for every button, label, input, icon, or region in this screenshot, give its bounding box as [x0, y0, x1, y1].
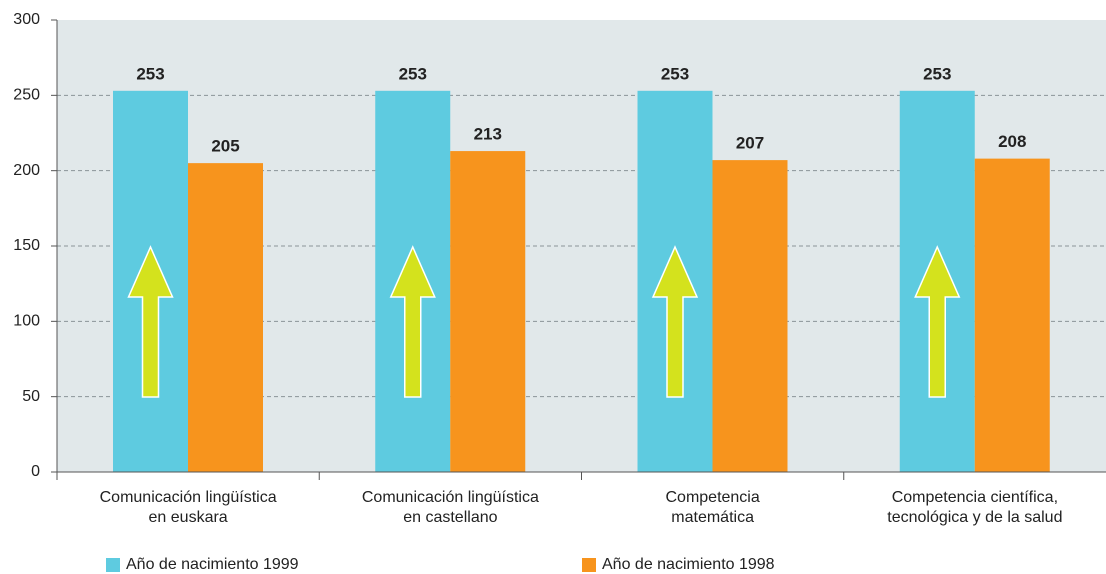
- x-tick-label: Comunicación lingüística en castellano: [361, 489, 539, 526]
- y-tick-label: 50: [22, 388, 40, 405]
- x-tick-label: Competencia científica, tecnológica y de…: [887, 489, 1063, 526]
- value-label: 253: [136, 64, 164, 83]
- y-tick-label: 100: [13, 313, 40, 330]
- arrow: [651, 245, 699, 398]
- bar: [450, 151, 526, 472]
- y-tick-label: 200: [13, 162, 40, 179]
- arrow: [127, 245, 174, 398]
- bar: [712, 160, 788, 472]
- value-label: 253: [923, 64, 951, 83]
- value-label: 253: [399, 64, 427, 83]
- legend-label: Año de nacimiento 1998: [602, 556, 775, 573]
- value-label: 207: [736, 134, 764, 153]
- y-tick-label: 0: [31, 463, 40, 480]
- bar: [974, 158, 1050, 472]
- bar: [188, 163, 263, 472]
- arrow: [389, 245, 436, 398]
- y-tick-label: 300: [13, 11, 40, 28]
- value-label: 205: [211, 137, 239, 156]
- x-tick-label: Comunicación lingüística en euskara: [99, 489, 277, 526]
- y-tick-label: 150: [13, 237, 40, 254]
- legend-swatch: [106, 558, 120, 572]
- value-label: 208: [998, 132, 1026, 151]
- value-label: 253: [661, 64, 689, 83]
- legend-swatch: [582, 558, 596, 572]
- x-tick-label: Competencia matemática: [665, 489, 760, 526]
- y-tick-label: 250: [13, 87, 40, 104]
- legend-label: Año de nacimiento 1999: [126, 556, 299, 573]
- arrow: [914, 245, 961, 398]
- value-label: 213: [474, 125, 502, 144]
